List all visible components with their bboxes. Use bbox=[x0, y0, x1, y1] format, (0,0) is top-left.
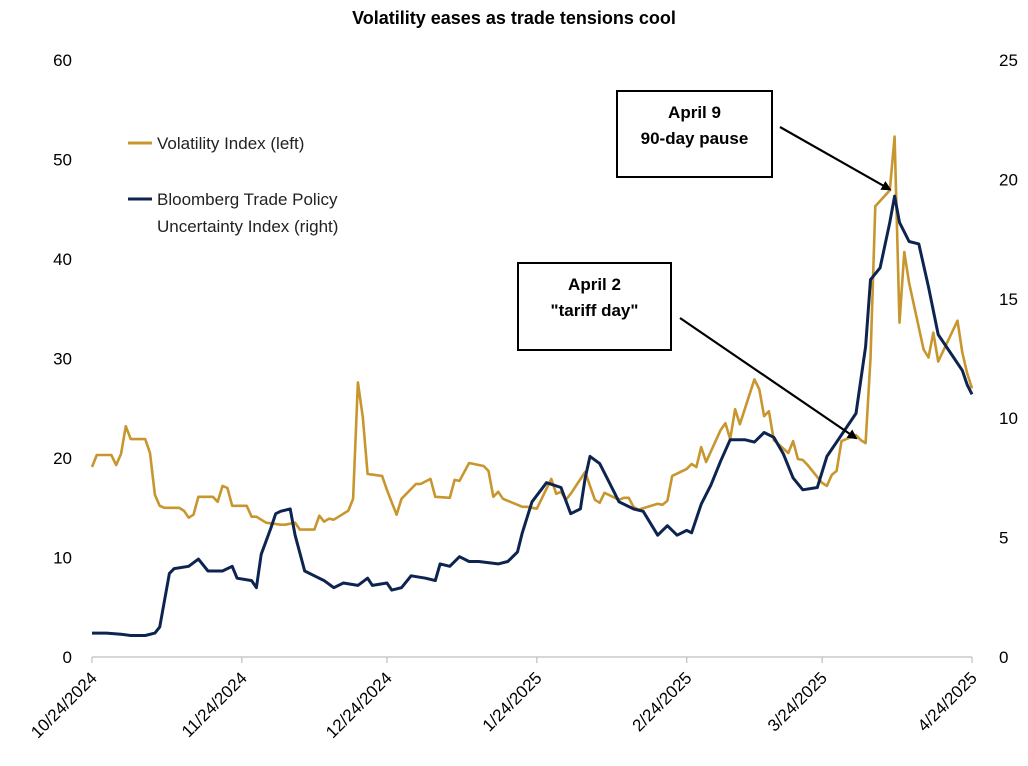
y-left-tick-label: 20 bbox=[53, 449, 72, 468]
annotation-april9: April 9 90-day pause bbox=[616, 90, 892, 191]
annotation-text: "tariff day" bbox=[551, 301, 639, 320]
x-tick-label: 2/24/2025 bbox=[629, 668, 696, 735]
x-tick-label: 4/24/2025 bbox=[914, 668, 981, 735]
annotation-april2: April 2 "tariff day" bbox=[517, 262, 858, 440]
y-right-tick-label: 15 bbox=[999, 290, 1018, 309]
y-right-tick-label: 25 bbox=[999, 51, 1018, 70]
legend-label-vix: Volatility Index (left) bbox=[157, 134, 304, 153]
annotation-text: April 2 bbox=[568, 275, 621, 294]
y-left-tick-label: 60 bbox=[53, 51, 72, 70]
annotations: April 2 "tariff day" April 9 90-day pause bbox=[517, 90, 892, 440]
annotation-arrow bbox=[679, 317, 858, 440]
y-left-tick-label: 10 bbox=[53, 549, 72, 568]
x-tick-label: 11/24/2024 bbox=[178, 668, 251, 741]
y-left-tick-label: 30 bbox=[53, 350, 72, 369]
annotation-text: April 9 bbox=[668, 103, 721, 122]
chart-title: Volatility eases as trade tensions cool bbox=[352, 8, 676, 28]
y-right-tick-label: 20 bbox=[999, 170, 1018, 189]
legend-label-tpu: Bloomberg Trade Policy Uncertainty Index … bbox=[157, 190, 338, 236]
x-tick-label: 3/24/2025 bbox=[764, 668, 831, 735]
y-right-tick-label: 5 bbox=[999, 529, 1008, 548]
legend: Volatility Index (left) Bloomberg Trade … bbox=[128, 134, 338, 236]
annotation-box bbox=[517, 262, 672, 351]
y-right-tick-label: 0 bbox=[999, 648, 1008, 667]
y-right-tick-label: 10 bbox=[999, 409, 1018, 428]
annotation-box bbox=[616, 90, 773, 178]
x-tick-label: 1/24/2025 bbox=[479, 668, 546, 735]
y-left-tick-label: 0 bbox=[63, 648, 72, 667]
series-layer bbox=[90, 135, 974, 637]
x-tick-label: 10/24/2024 bbox=[27, 668, 101, 742]
annotation-text: 90-day pause bbox=[641, 129, 749, 148]
series-line-tpu bbox=[92, 194, 974, 637]
series-line-vix bbox=[90, 135, 974, 531]
annotation-arrow bbox=[779, 126, 892, 191]
y-left-tick-label: 50 bbox=[53, 151, 72, 170]
x-tick-label: 12/24/2024 bbox=[322, 668, 396, 742]
y-left-tick-label: 40 bbox=[53, 250, 72, 269]
